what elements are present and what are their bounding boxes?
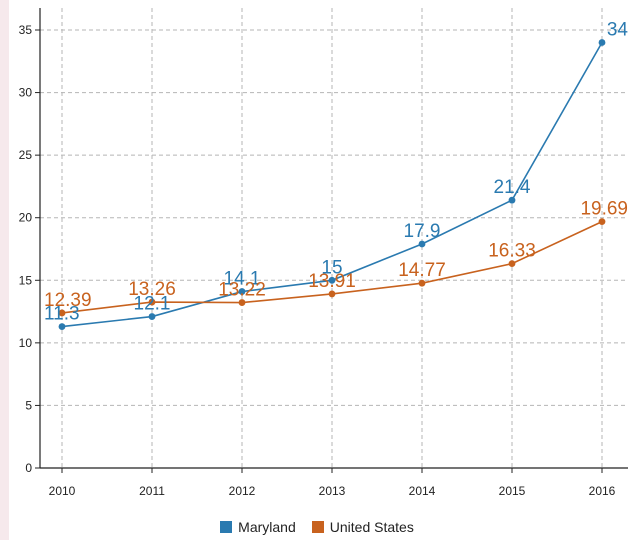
data-point-united-states	[418, 279, 426, 287]
data-point-united-states	[508, 260, 516, 268]
data-label-maryland: 17.9	[404, 221, 441, 242]
legend-swatch	[311, 521, 324, 533]
y-tick-label: 35	[19, 23, 33, 37]
y-tick-label: 25	[19, 148, 33, 162]
data-label-maryland: 12.1	[134, 294, 171, 315]
data-point-maryland	[328, 276, 336, 284]
legend: Maryland United States	[0, 519, 634, 535]
data-label-united-states: 14.77	[398, 260, 446, 281]
data-point-maryland	[238, 288, 246, 295]
y-tick-label: 15	[19, 273, 33, 287]
data-label-united-states: 12.39	[44, 290, 92, 311]
data-point-maryland	[508, 196, 516, 204]
y-tick-label: 0	[25, 461, 32, 475]
legend-label: United States	[329, 519, 414, 535]
y-tick-label: 5	[25, 398, 32, 412]
data-label-united-states: 13.26	[128, 279, 176, 300]
x-tick-label: 2010	[49, 484, 76, 498]
series-points	[58, 39, 606, 330]
series-labels: 11.3 12.1 14.1 15 17.9 21.4 34 12.39 13.26 13.22 1…	[44, 20, 628, 325]
data-point-united-states	[238, 299, 246, 306]
legend-label: Maryland	[238, 519, 296, 535]
data-point-united-states	[148, 298, 156, 306]
data-label-maryland: 34	[607, 20, 629, 41]
x-tick-label: 2016	[589, 484, 616, 498]
data-label-maryland: 15	[321, 257, 342, 278]
x-tick-label: 2011	[139, 484, 165, 498]
axes: 0 5 10 15 20 25 30 35 2010 2011 2012 2013 2014 2015 20…	[19, 8, 628, 498]
grid-lines	[40, 8, 628, 468]
y-tick-label: 10	[19, 336, 33, 350]
data-point-maryland	[58, 323, 66, 330]
data-label-maryland: 11.3	[44, 304, 80, 325]
data-label-united-states: 13.91	[308, 271, 356, 292]
y-tick-label: 30	[19, 86, 33, 100]
y-tick-label: 20	[19, 211, 33, 225]
data-label-united-states: 13.22	[218, 280, 266, 301]
data-point-united-states	[58, 309, 66, 317]
legend-item-maryland: Maryland	[220, 519, 296, 535]
data-point-maryland	[148, 313, 156, 320]
x-tick-label: 2013	[319, 484, 346, 498]
left-edge-strip	[0, 0, 9, 540]
x-tick-label: 2014	[409, 484, 436, 498]
x-tick-label: 2015	[499, 484, 526, 498]
data-label-united-states: 16.33	[488, 241, 536, 262]
legend-swatch	[220, 521, 233, 533]
data-point-maryland	[598, 39, 606, 46]
data-label-maryland: 14.1	[224, 269, 261, 290]
data-point-maryland	[418, 240, 426, 248]
data-label-maryland: 21.4	[494, 177, 531, 198]
x-tick-label: 2012	[229, 484, 256, 498]
legend-item-united-states: United States	[311, 519, 414, 535]
data-label-united-states: 19.69	[580, 199, 628, 220]
data-point-united-states	[328, 290, 336, 298]
data-point-united-states	[598, 218, 606, 225]
